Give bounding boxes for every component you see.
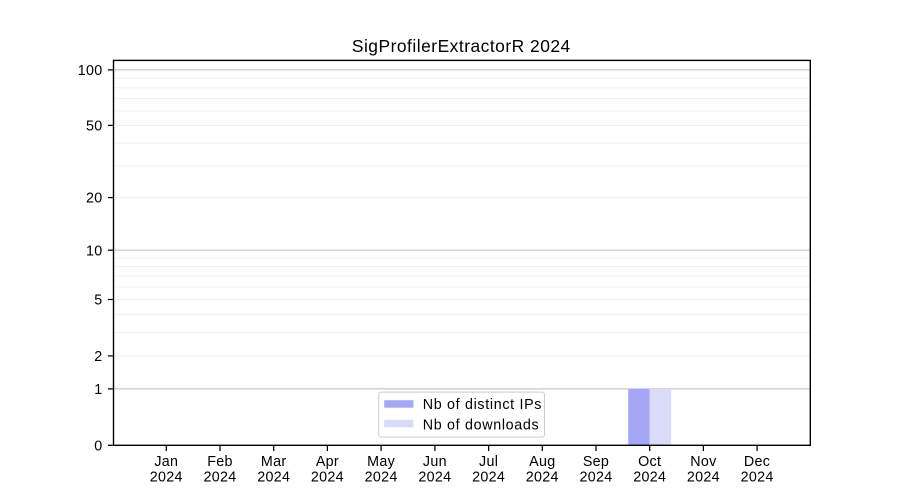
svg-text:Nov: Nov	[690, 454, 717, 470]
svg-text:Jan: Jan	[154, 454, 178, 470]
svg-text:2024: 2024	[687, 470, 720, 486]
svg-text:2024: 2024	[203, 470, 236, 486]
svg-text:SigProfilerExtractorR 2024: SigProfilerExtractorR 2024	[352, 36, 571, 56]
svg-text:Oct: Oct	[638, 454, 661, 470]
svg-text:Nb of distinct IPs: Nb of distinct IPs	[423, 397, 542, 413]
svg-text:5: 5	[94, 293, 102, 309]
svg-text:Sep: Sep	[583, 454, 609, 470]
svg-text:Dec: Dec	[744, 454, 770, 470]
svg-text:Nb of downloads: Nb of downloads	[423, 418, 540, 434]
svg-text:2: 2	[94, 349, 102, 365]
svg-text:100: 100	[78, 63, 103, 79]
svg-text:10: 10	[86, 243, 103, 259]
svg-text:2024: 2024	[365, 470, 398, 486]
svg-text:1: 1	[94, 382, 102, 398]
svg-text:2024: 2024	[257, 470, 290, 486]
svg-text:Jun: Jun	[423, 454, 447, 470]
svg-text:2024: 2024	[472, 470, 505, 486]
svg-text:2024: 2024	[633, 470, 666, 486]
svg-text:2024: 2024	[418, 470, 451, 486]
svg-text:Apr: Apr	[316, 454, 339, 470]
svg-text:2024: 2024	[150, 470, 183, 486]
svg-text:Jul: Jul	[479, 454, 498, 470]
svg-text:May: May	[367, 454, 395, 470]
svg-text:0: 0	[94, 438, 102, 454]
svg-text:2024: 2024	[526, 470, 559, 486]
svg-text:20: 20	[86, 191, 103, 207]
svg-text:2024: 2024	[311, 470, 344, 486]
svg-text:Feb: Feb	[207, 454, 233, 470]
svg-text:50: 50	[86, 119, 103, 135]
svg-text:Mar: Mar	[261, 454, 287, 470]
svg-text:Aug: Aug	[529, 454, 555, 470]
svg-text:2024: 2024	[579, 470, 612, 486]
svg-text:2024: 2024	[741, 470, 774, 486]
